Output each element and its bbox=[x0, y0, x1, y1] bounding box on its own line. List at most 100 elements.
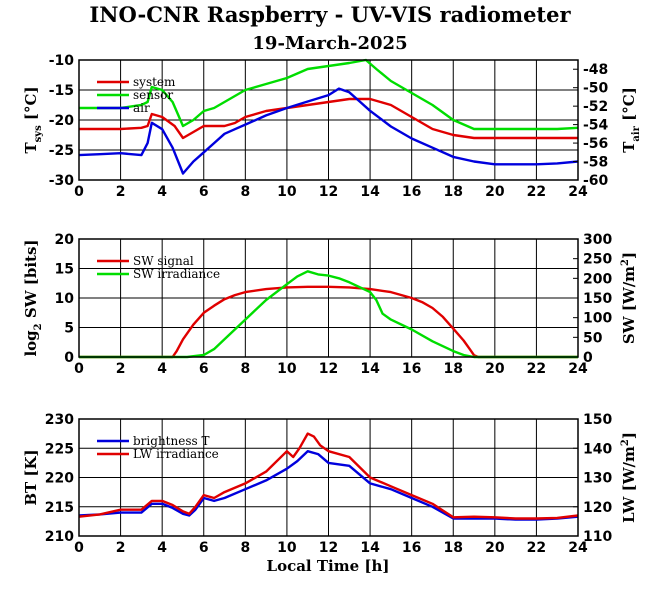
x-tick-label: 16 bbox=[402, 540, 421, 556]
y-left-axis-label: log2 SW [bits] bbox=[22, 239, 44, 356]
x-tick-label: 12 bbox=[319, 540, 338, 556]
y-right-tick-label: -58 bbox=[583, 155, 608, 171]
x-tick-label: 20 bbox=[485, 361, 505, 377]
x-tick-label: 8 bbox=[240, 361, 250, 377]
x-tick-label: 14 bbox=[360, 361, 380, 377]
y-left-tick-label: -20 bbox=[49, 113, 75, 129]
panels: 0 2 4 6 8 10 12 14 16 18 20 22 24-30-25-20-15-10-60-… bbox=[22, 53, 642, 556]
x-tick-label: 2 bbox=[116, 540, 126, 556]
y-left-tick-label: 210 bbox=[45, 529, 74, 545]
y-left-tick-label: 5 bbox=[64, 321, 74, 337]
y-left-tick-label: 20 bbox=[55, 232, 75, 248]
x-tick-label: 8 bbox=[240, 540, 250, 556]
series-line-air bbox=[78, 87, 579, 175]
series-line-lw-irradiance bbox=[78, 432, 579, 520]
x-tick-label: 24 bbox=[568, 361, 588, 377]
x-tick-label: 18 bbox=[444, 361, 463, 377]
x-tick-label: 18 bbox=[444, 540, 463, 556]
y-left-tick-label: -30 bbox=[49, 173, 75, 189]
x-tick-label: 0 bbox=[74, 540, 84, 556]
x-tick-label: 22 bbox=[527, 361, 546, 377]
x-tick-label: 24 bbox=[568, 184, 588, 200]
x-tick-label: 0 bbox=[74, 184, 84, 200]
y-right-tick-label: 130 bbox=[583, 471, 612, 487]
x-tick-label: 16 bbox=[402, 361, 421, 377]
legend-label: brightness T bbox=[133, 434, 209, 448]
series-line-brightness-t bbox=[78, 450, 579, 521]
y-left-tick-label: 215 bbox=[45, 500, 74, 516]
x-tick-label: 2 bbox=[116, 184, 126, 200]
y-right-axis-label: SW [W/m2] bbox=[620, 252, 638, 344]
y-right-tick-label: 0 bbox=[583, 350, 593, 366]
y-right-tick-label: -60 bbox=[583, 173, 609, 189]
y-right-axis-label: Tair [°C] bbox=[620, 87, 642, 153]
x-tick-label: 8 bbox=[240, 184, 250, 200]
x-tick-label: 22 bbox=[527, 540, 546, 556]
x-tick-label: 10 bbox=[277, 540, 297, 556]
x-tick-label: 18 bbox=[444, 184, 463, 200]
x-tick-label: 2 bbox=[116, 361, 126, 377]
x-tick-label: 10 bbox=[277, 184, 297, 200]
y-left-axis-label: Tsys [°C] bbox=[22, 86, 44, 153]
y-right-tick-label: 50 bbox=[583, 330, 603, 346]
y-right-tick-label: 150 bbox=[583, 412, 612, 428]
x-tick-label: 6 bbox=[199, 184, 209, 200]
x-tick-label: 6 bbox=[199, 540, 209, 556]
y-right-tick-label: 200 bbox=[583, 271, 612, 287]
y-left-tick-label: 230 bbox=[45, 412, 74, 428]
x-tick-label: 14 bbox=[360, 540, 380, 556]
y-right-tick-label: -56 bbox=[583, 136, 608, 152]
chart-panel-1: 0 2 4 6 8 10 12 14 16 18 20 22 24-30-25-20-15-10-60-… bbox=[22, 53, 642, 200]
y-right-tick-label: 300 bbox=[583, 232, 612, 248]
x-tick-label: 12 bbox=[319, 361, 338, 377]
y-left-tick-label: 15 bbox=[55, 262, 74, 278]
y-right-tick-label: 250 bbox=[583, 252, 612, 268]
x-tick-label: 20 bbox=[485, 540, 505, 556]
x-tick-label: 6 bbox=[199, 361, 209, 377]
chart-panel-3: 0 2 4 6 8 10 12 14 16 18 20 22 242102152202252301101… bbox=[22, 412, 638, 556]
legend-label: system bbox=[133, 75, 176, 89]
figure-title: INO-CNR Raspberry - UV-VIS radiometer bbox=[89, 2, 571, 27]
x-tick-label: 20 bbox=[485, 184, 505, 200]
y-right-tick-label: -54 bbox=[583, 118, 609, 134]
x-tick-label: 10 bbox=[277, 361, 297, 377]
x-tick-label: 16 bbox=[402, 184, 421, 200]
y-left-tick-label: -10 bbox=[49, 53, 75, 69]
y-right-tick-label: 150 bbox=[583, 291, 612, 307]
x-tick-label: 24 bbox=[568, 540, 588, 556]
x-tick-label: 4 bbox=[157, 540, 167, 556]
y-left-tick-label: -15 bbox=[49, 83, 74, 99]
legend-label: air bbox=[133, 101, 150, 115]
plot-frame bbox=[78, 59, 579, 181]
series-line-system bbox=[79, 97, 578, 140]
y-right-tick-label: 140 bbox=[583, 441, 612, 457]
chart-panel-2: 0 2 4 6 8 10 12 14 16 18 20 22 240510152005010015020… bbox=[22, 232, 638, 377]
series-line-sensor bbox=[79, 58, 579, 131]
legend-label: LW irradiance bbox=[133, 447, 219, 461]
y-right-tick-label: 100 bbox=[583, 311, 612, 327]
x-tick-label: 22 bbox=[527, 184, 546, 200]
series-line-sw-signal bbox=[79, 285, 578, 359]
x-tick-label: 4 bbox=[157, 361, 167, 377]
y-left-axis-label: BT [K] bbox=[22, 449, 40, 505]
y-left-tick-label: 0 bbox=[64, 350, 74, 366]
legend-label: sensor bbox=[133, 88, 173, 102]
y-right-tick-label: 120 bbox=[583, 500, 612, 516]
x-tick-label: 12 bbox=[319, 184, 338, 200]
x-axis-label: Local Time [h] bbox=[267, 557, 390, 575]
y-right-axis-label: LW [W/m2] bbox=[620, 432, 638, 523]
figure-subtitle: 19-March-2025 bbox=[252, 33, 407, 54]
legend-label: SW signal bbox=[133, 254, 194, 268]
y-right-tick-label: -52 bbox=[583, 99, 608, 115]
x-tick-label: 0 bbox=[74, 361, 84, 377]
y-left-tick-label: 225 bbox=[45, 441, 74, 457]
y-right-tick-label: 110 bbox=[583, 529, 612, 545]
y-right-tick-label: -48 bbox=[583, 62, 608, 78]
x-tick-label: 4 bbox=[157, 184, 167, 200]
y-left-tick-label: 220 bbox=[45, 471, 74, 487]
x-tick-label: 14 bbox=[360, 184, 380, 200]
y-right-tick-label: -50 bbox=[583, 81, 609, 97]
legend-label: SW irradiance bbox=[133, 267, 220, 281]
y-left-tick-label: -25 bbox=[49, 143, 74, 159]
